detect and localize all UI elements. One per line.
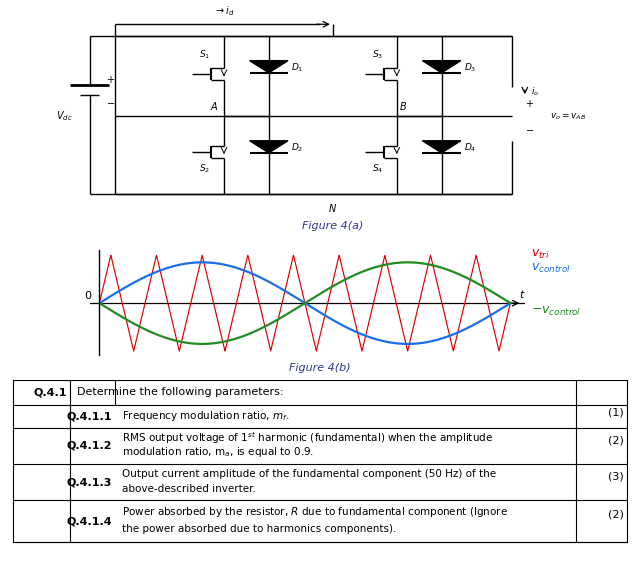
Polygon shape	[250, 61, 288, 73]
Text: modulation ratio, m$_a$, is equal to 0.9.: modulation ratio, m$_a$, is equal to 0.9…	[122, 445, 314, 459]
Text: Q.4.1.3: Q.4.1.3	[67, 477, 112, 487]
Text: Figure 4(a): Figure 4(a)	[302, 220, 364, 231]
Text: Q.4.1.4: Q.4.1.4	[67, 516, 112, 526]
Text: above-described inverter.: above-described inverter.	[122, 484, 255, 493]
Text: $S_4$: $S_4$	[372, 163, 383, 175]
Text: $D_2$: $D_2$	[291, 142, 303, 154]
Text: $S_3$: $S_3$	[372, 48, 383, 61]
Text: Frequency modulation ratio, $m_f$.: Frequency modulation ratio, $m_f$.	[122, 409, 289, 423]
Text: $v_{tri}$: $v_{tri}$	[531, 248, 550, 260]
Text: +: +	[525, 99, 533, 110]
Text: $t$: $t$	[519, 288, 525, 300]
Text: $\rightarrow i_d$: $\rightarrow i_d$	[214, 5, 234, 18]
Text: Q.4.1.1: Q.4.1.1	[67, 411, 112, 421]
Text: the power absorbed due to harmonics components).: the power absorbed due to harmonics comp…	[122, 524, 396, 534]
Text: RMS output voltage of 1$^{st}$ harmonic (fundamental) when the amplitude: RMS output voltage of 1$^{st}$ harmonic …	[122, 430, 493, 445]
Text: (1): (1)	[608, 408, 624, 417]
Text: (3): (3)	[608, 472, 624, 481]
Polygon shape	[422, 61, 461, 73]
Text: $D_1$: $D_1$	[291, 62, 303, 74]
Text: $D_3$: $D_3$	[464, 62, 476, 74]
Text: Power absorbed by the resistor, $R$ due to fundamental component (Ignore: Power absorbed by the resistor, $R$ due …	[122, 505, 508, 519]
Text: (2): (2)	[608, 435, 624, 445]
Text: $-$: $-$	[525, 123, 534, 134]
Text: 0: 0	[84, 291, 92, 301]
Text: (2): (2)	[608, 510, 624, 520]
Text: $S_2$: $S_2$	[199, 163, 211, 175]
Text: $D_4$: $D_4$	[464, 142, 477, 154]
Text: N: N	[329, 204, 337, 214]
Text: $-$: $-$	[106, 97, 115, 107]
Text: Output current amplitude of the fundamental component (50 Hz) of the: Output current amplitude of the fundamen…	[122, 469, 496, 479]
Text: +: +	[106, 75, 114, 85]
Polygon shape	[250, 141, 288, 153]
Text: $i_o$: $i_o$	[531, 86, 540, 98]
Text: A: A	[211, 102, 218, 112]
Text: $V_{dc}$: $V_{dc}$	[56, 110, 72, 123]
Text: Q.4.1.2: Q.4.1.2	[67, 441, 112, 451]
Text: $v_{control}$: $v_{control}$	[531, 262, 571, 275]
Text: $v_o{=}v_{AB}$: $v_o{=}v_{AB}$	[550, 111, 586, 122]
Text: $-v_{control}$: $-v_{control}$	[531, 305, 582, 317]
Polygon shape	[422, 141, 461, 153]
Text: B: B	[400, 102, 407, 112]
Text: $S_1$: $S_1$	[199, 48, 211, 61]
Text: Q.4.1: Q.4.1	[34, 387, 67, 397]
Text: Determine the following parameters:: Determine the following parameters:	[77, 387, 284, 397]
Text: Figure 4(b): Figure 4(b)	[289, 363, 351, 373]
